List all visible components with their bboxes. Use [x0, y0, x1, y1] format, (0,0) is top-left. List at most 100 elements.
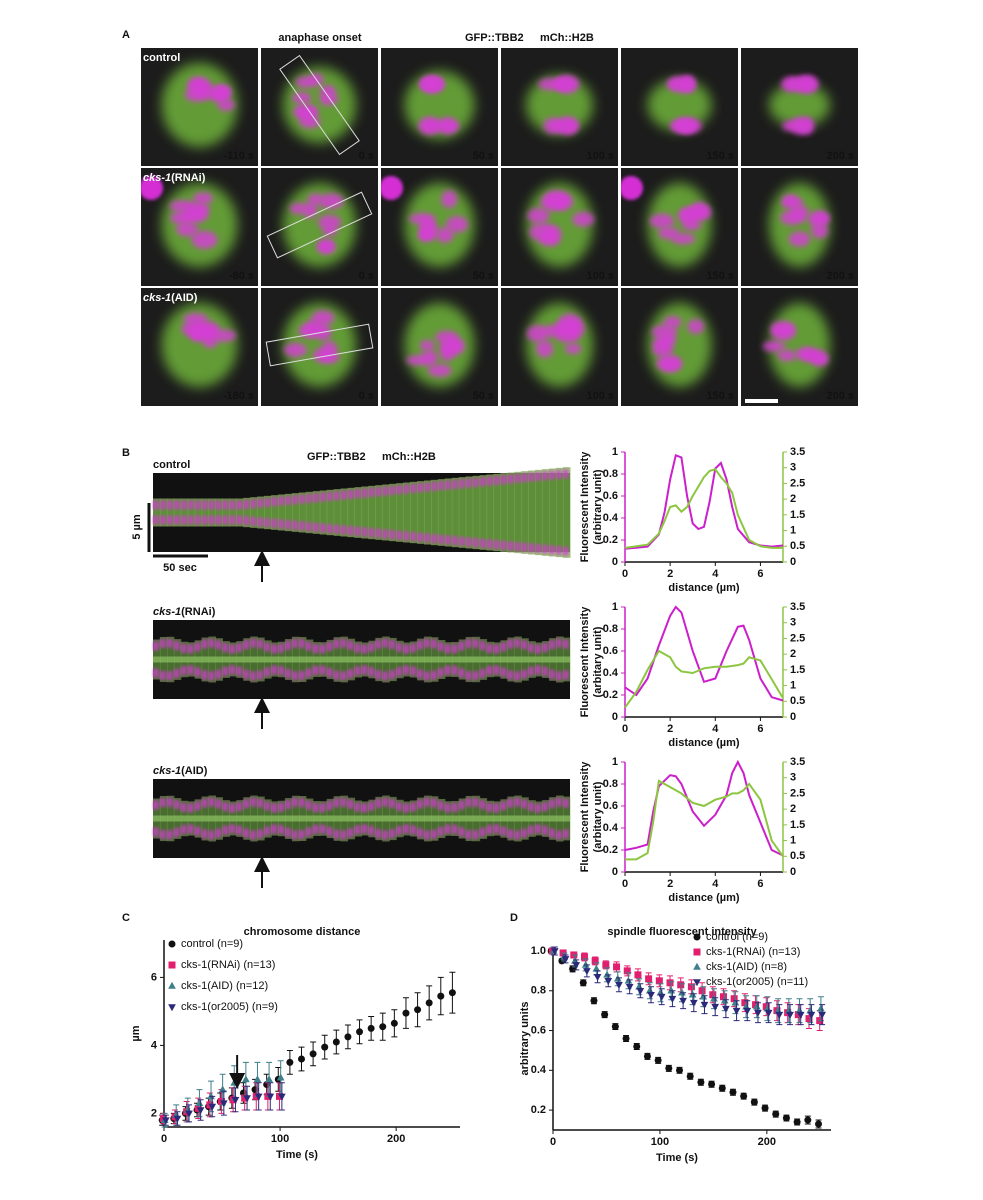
kymo-mag	[410, 532, 416, 542]
x-tick-label: 2	[667, 568, 673, 580]
kymo-green	[451, 815, 459, 822]
chromosome	[184, 87, 208, 102]
y2-tick-label: 0.5	[790, 695, 805, 707]
kymo-mag	[563, 469, 569, 479]
kymo-mag	[264, 801, 270, 811]
kymo-mag	[451, 536, 458, 546]
kymo-mag	[424, 482, 430, 492]
point	[344, 1033, 352, 1041]
point	[241, 1094, 249, 1102]
point	[718, 1084, 726, 1092]
image-content	[265, 303, 374, 387]
legend-marker	[693, 933, 701, 941]
y-tick-label: 6	[151, 971, 157, 983]
kymo-green	[194, 498, 203, 527]
chromosome	[781, 76, 800, 92]
kymo-mag	[375, 670, 381, 680]
kymo-mag	[187, 824, 194, 834]
kymo-mag	[368, 487, 375, 497]
kymo-mag	[298, 521, 305, 531]
chromosome	[284, 342, 307, 357]
micrograph	[501, 168, 618, 286]
kymo-mag	[229, 644, 236, 654]
chromosome	[782, 197, 804, 209]
kymo-mag	[521, 473, 527, 483]
micrograph	[261, 48, 378, 166]
point	[390, 1019, 398, 1027]
point	[592, 964, 601, 972]
nucleus	[621, 176, 643, 200]
time-label: 150 s	[706, 150, 734, 162]
kymo-green	[292, 815, 299, 822]
point	[815, 1120, 823, 1128]
kymo-mag	[173, 800, 180, 810]
kymo-green	[361, 656, 369, 663]
kymo-mag	[215, 500, 222, 510]
micrograph	[141, 288, 258, 406]
kymo-green	[500, 815, 508, 822]
kymo-green	[278, 656, 286, 663]
legend-marker	[693, 962, 701, 970]
kymo-green	[431, 656, 438, 663]
kymo-green	[194, 656, 202, 663]
point	[687, 983, 695, 991]
kymo-green	[236, 498, 244, 527]
kymo-mag	[354, 489, 361, 499]
kymo-green	[389, 815, 397, 822]
time-label: 100 s	[586, 270, 614, 282]
kymo-mag	[243, 799, 249, 809]
point	[750, 1098, 758, 1106]
kymo-mag	[493, 540, 500, 550]
y-tick-label: 0.4	[603, 667, 619, 679]
panel-label: B	[122, 447, 130, 459]
kymo-mag	[159, 671, 166, 681]
kymo-green	[410, 815, 418, 822]
kymo-mag	[521, 542, 527, 552]
time-label: 200 s	[826, 270, 854, 282]
image-content	[141, 176, 238, 267]
kymo-mag	[396, 667, 402, 677]
kymo-mag	[458, 641, 465, 651]
kymo-mag	[424, 797, 430, 807]
kymo-mag	[250, 638, 256, 648]
x-tick-label: 100	[271, 1133, 289, 1145]
kymo-mag	[215, 640, 222, 650]
kymo-green	[257, 815, 265, 822]
micrograph	[141, 48, 258, 166]
kymo-green	[194, 815, 202, 822]
kymo-mag	[410, 483, 416, 493]
kymo-green	[500, 656, 508, 663]
point	[634, 971, 642, 979]
y2-tick-label: 1	[790, 679, 796, 691]
kymo-mag	[312, 803, 319, 813]
kymo-green	[173, 498, 182, 527]
y2-tick-label: 0.5	[790, 540, 805, 552]
kymo-green	[292, 656, 299, 663]
kymo-mag	[229, 515, 236, 525]
kymo-green	[347, 487, 356, 538]
kymo-green	[236, 656, 244, 663]
chromosome	[543, 117, 561, 134]
kymo-mag	[305, 493, 312, 503]
kymo-green	[159, 815, 167, 822]
kymo-mag	[514, 473, 520, 483]
time-label: -80 s	[229, 270, 254, 282]
kymo-green	[271, 815, 279, 822]
kymo-mag	[556, 546, 562, 556]
kymo-green	[173, 815, 181, 822]
kymo-green	[347, 656, 355, 663]
kymo-mag	[229, 803, 236, 813]
kymo-mag	[257, 517, 263, 527]
chromosome	[292, 92, 312, 104]
kymograph	[153, 467, 571, 558]
kymo-mag	[437, 668, 444, 678]
y2-tick-label: 2.5	[790, 632, 805, 644]
chromosome	[540, 194, 567, 211]
kymo-mag	[403, 803, 409, 813]
point	[772, 1110, 780, 1118]
kymo-mag	[389, 639, 395, 649]
kymo-mag	[528, 643, 534, 653]
kymo-mag	[396, 642, 402, 652]
point	[591, 957, 599, 965]
marker-mch: mCh::H2B	[382, 451, 436, 463]
